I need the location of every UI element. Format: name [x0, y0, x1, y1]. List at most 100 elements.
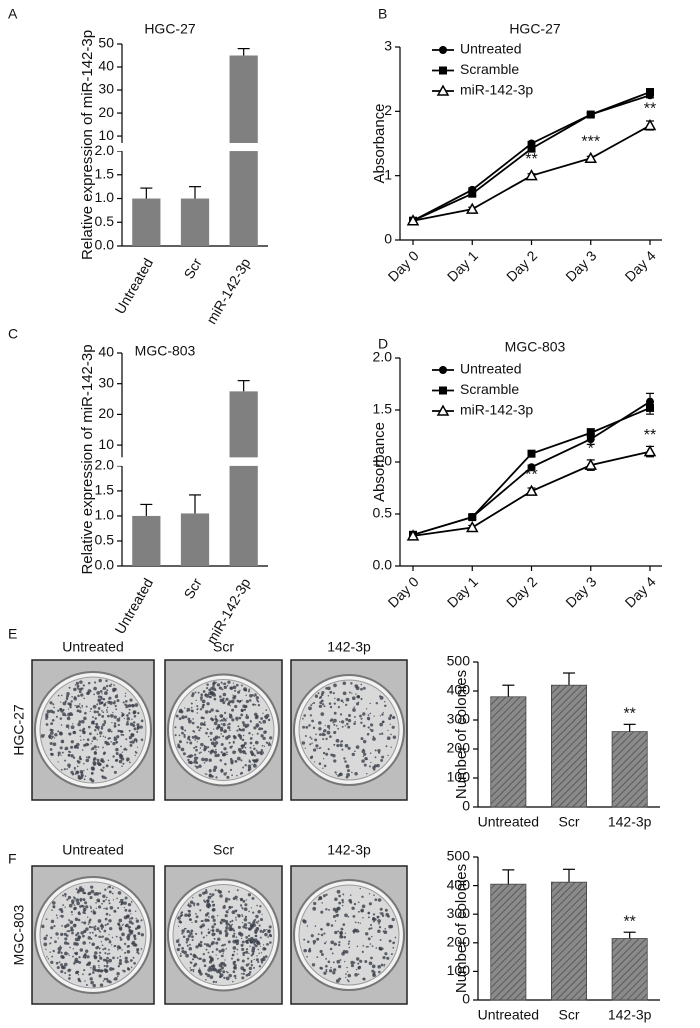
colony-dot	[85, 949, 89, 953]
colony-dot	[96, 691, 101, 695]
colony-dot	[360, 717, 363, 720]
colony-dot	[111, 721, 113, 724]
legend-label: Untreated	[460, 361, 521, 377]
marker	[468, 189, 477, 198]
colony-dot	[190, 929, 194, 933]
y-axis-title: Number of colonies	[453, 864, 470, 993]
colony-dot	[257, 704, 261, 707]
colony-dot	[65, 724, 70, 729]
chart-title: MGC-803	[505, 339, 566, 355]
colony-dot	[116, 718, 121, 722]
colony-dot	[338, 977, 342, 981]
colony-dot	[315, 733, 317, 736]
colony-dot	[351, 692, 353, 694]
colony-dot	[50, 722, 54, 726]
colony-dot	[247, 690, 251, 693]
colony-dot	[79, 775, 84, 779]
colony-dot	[105, 959, 109, 963]
colony-dot	[49, 748, 53, 751]
colony-dot	[203, 761, 206, 764]
colony-dot	[80, 931, 84, 935]
colony-dot	[202, 703, 205, 707]
colony-dot	[365, 708, 368, 710]
colony-dot	[354, 921, 357, 924]
colony-dot	[211, 900, 214, 903]
colony-dot	[136, 723, 140, 727]
colony-dot	[205, 889, 208, 892]
colony-dot	[98, 974, 102, 978]
colony-dot	[208, 916, 210, 918]
colony-dot	[248, 759, 251, 761]
colony-dot	[217, 957, 219, 960]
colony-dot	[335, 773, 338, 776]
colony-dot	[124, 695, 127, 697]
colony-dot	[359, 714, 362, 718]
colony-dot	[268, 741, 271, 744]
colony-dot	[54, 940, 57, 944]
colony-dot	[61, 925, 63, 927]
colony-dot	[202, 723, 205, 726]
colony-dot	[253, 744, 255, 747]
colony-dot	[119, 927, 123, 931]
colony-dot	[205, 979, 207, 981]
colony-dot	[113, 944, 116, 948]
colony-dot	[60, 951, 63, 954]
colony-dot	[216, 915, 219, 917]
colony-dot	[252, 938, 255, 941]
colony-dot	[74, 769, 76, 771]
colony-dot	[357, 962, 360, 965]
colony-dot	[123, 942, 127, 946]
colony-dot	[309, 714, 313, 717]
colony-dot	[340, 720, 345, 724]
colony-dot	[68, 903, 73, 908]
colony-dot	[320, 928, 323, 931]
colony-dot	[347, 718, 352, 723]
colony-dot	[112, 755, 115, 758]
colony-dot	[329, 690, 333, 694]
colony-dot	[225, 970, 228, 973]
colony-dot	[82, 905, 85, 908]
colony-dot	[106, 706, 109, 709]
colony-dot	[132, 721, 136, 724]
colony-dot	[223, 976, 226, 980]
colony-dot	[70, 700, 73, 703]
colony-dot	[332, 907, 337, 912]
colony-dot	[248, 731, 251, 735]
colony-dot	[100, 758, 104, 762]
colony-dot	[230, 761, 234, 765]
colony-dot	[191, 921, 193, 924]
colony-dot	[69, 706, 72, 709]
colony-dot	[227, 680, 231, 684]
colony-dot	[225, 926, 229, 930]
colony-dot	[74, 951, 79, 956]
colony-dot	[267, 936, 269, 938]
colony-dot	[94, 728, 97, 732]
colony-dot	[227, 734, 231, 739]
colony-dot	[250, 907, 253, 909]
colony-dot	[60, 914, 64, 918]
colony-dot	[243, 708, 247, 711]
y-tick-label: 0.0	[373, 557, 393, 573]
colony-dot	[90, 720, 95, 725]
colony-dot	[113, 978, 116, 981]
colony-dot	[45, 918, 48, 920]
colony-dot	[316, 747, 318, 750]
colony-dot	[269, 736, 273, 740]
colony-dot	[118, 958, 123, 963]
colony-dot	[60, 963, 63, 967]
colony-dot	[367, 714, 370, 716]
colony-dot	[260, 952, 263, 954]
colony-dot	[347, 746, 351, 750]
colony-dot	[188, 943, 191, 946]
colony-dot	[77, 974, 80, 976]
colony-dot	[130, 913, 132, 915]
colony-dot	[95, 907, 97, 909]
colony-dot	[348, 714, 351, 717]
colony-dot	[108, 684, 112, 688]
colony-dot	[320, 712, 325, 716]
colony-dot	[99, 983, 104, 987]
colony-dot	[220, 966, 224, 970]
colony-dot	[245, 713, 248, 716]
colony-dot	[254, 934, 257, 938]
colony-dot	[73, 907, 77, 911]
